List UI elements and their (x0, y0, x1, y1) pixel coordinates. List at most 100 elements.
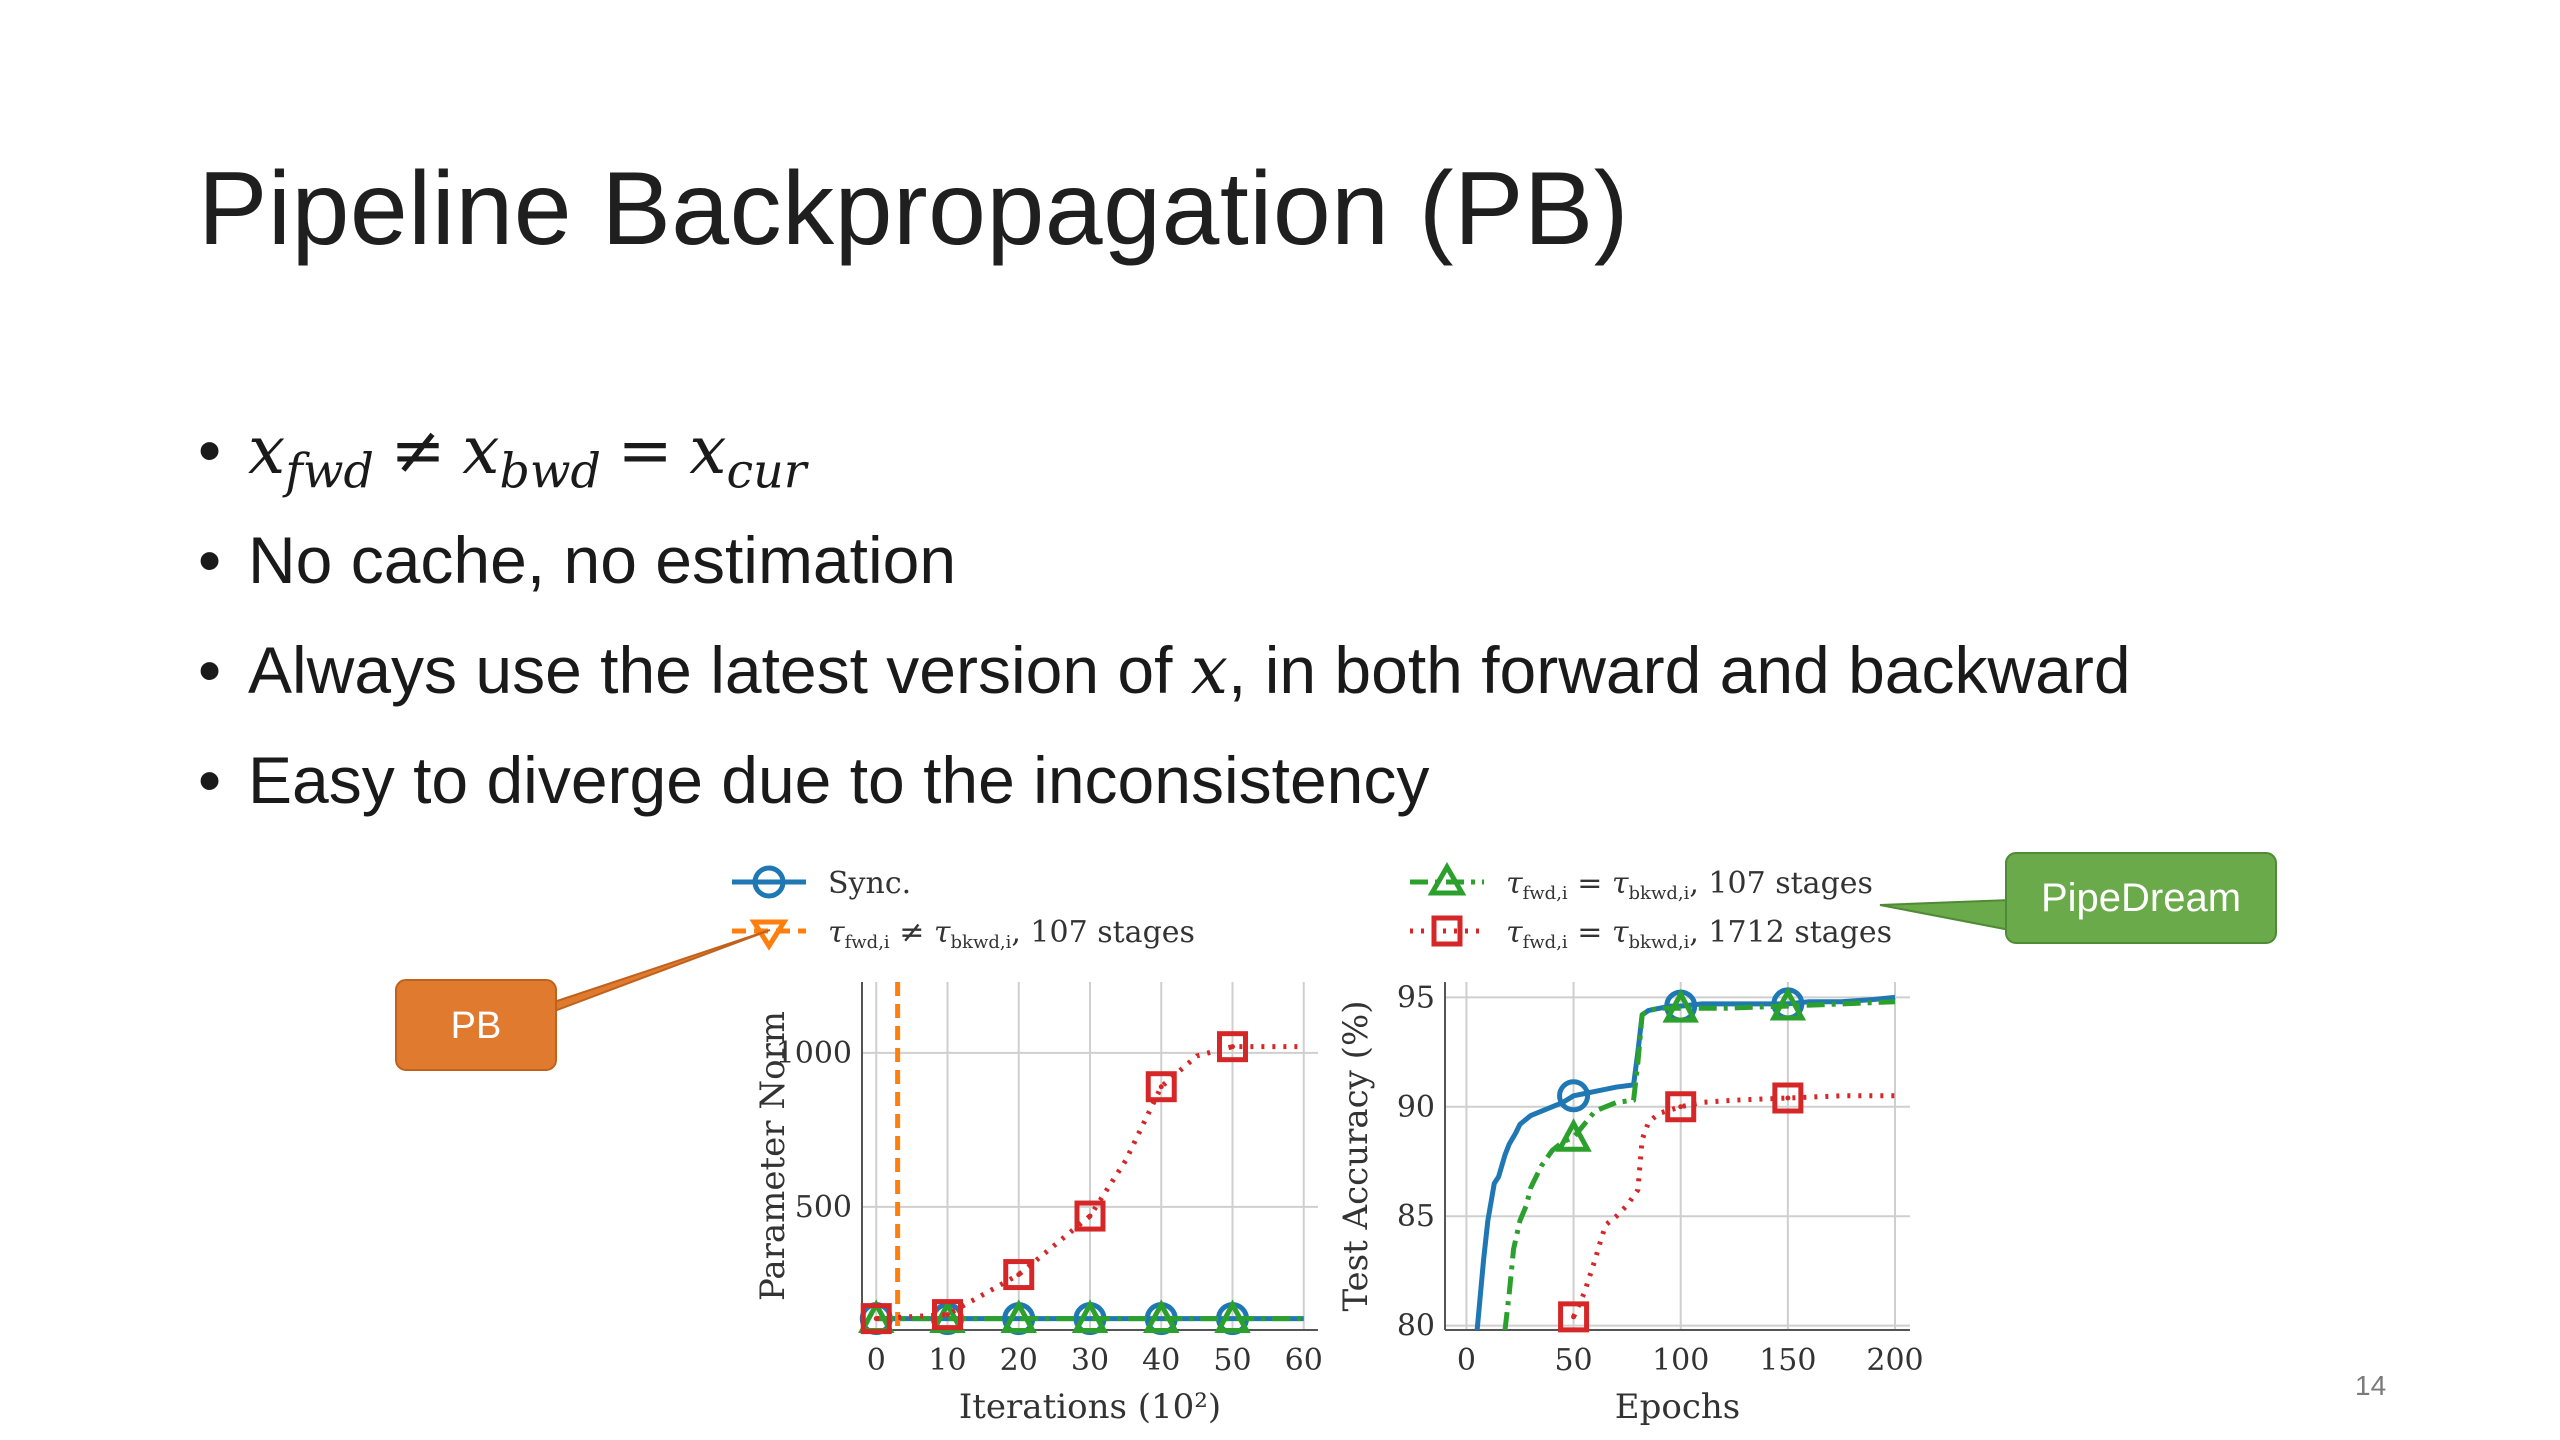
callout-pipedream-label: PipeDream (2041, 876, 2241, 920)
x-tick-label: 60 (1285, 1343, 1323, 1378)
bullet-diverge: • Easy to diverge due to the inconsisten… (198, 725, 2131, 835)
point-marker (1772, 1082, 1804, 1114)
point-marker (1216, 1302, 1249, 1336)
legend-right: τfwd,i = τbkwd,i, 107 stages τfwd,i = τb… (1410, 861, 1892, 953)
x-tick-label: 0 (1457, 1343, 1476, 1378)
bullet-equation: • xfwd ≠ xbwd = xcur (198, 395, 2131, 505)
eq-var-x2: x (462, 412, 500, 489)
x-tick-label: 200 (1866, 1343, 1923, 1378)
x-axis-label: Epochs (1615, 1387, 1740, 1427)
eq-eq: = (617, 412, 673, 489)
series-line (1571, 1093, 1895, 1318)
point-marker (1664, 989, 1698, 1023)
bullet-math-var: x (1190, 632, 1229, 709)
x-tick-label: 0 (867, 1343, 886, 1378)
point-marker (1771, 987, 1805, 1021)
y-tick-label: 80 (1397, 1309, 1435, 1344)
x-tick-label: 40 (1142, 1343, 1180, 1378)
bullet-dot: • (198, 523, 222, 597)
point-marker (1769, 986, 1807, 1021)
slide-title: Pipeline Backpropagation (PB) (198, 151, 1629, 267)
eq-var-x3: x (689, 412, 727, 489)
callout-pb: PB (395, 929, 771, 1071)
point-marker (1003, 1259, 1035, 1291)
bullet-list: • xfwd ≠ xbwd = xcur • No cache, no estimati… (198, 395, 2131, 835)
bullet-text-before: Always use the latest version of (248, 633, 1191, 707)
point-marker (1555, 1118, 1592, 1152)
callout-pb-label: PB (451, 1005, 502, 1047)
chart-test-accuracy: 0 50 100 150 200 80 85 90 95 Epochs Test Accuracy … (1336, 980, 1924, 1427)
point-marker (1000, 1299, 1037, 1334)
chart-parameter-norm: 0 10 20 30 40 50 60 500 1000 Iterations (10²) Para… (753, 982, 1323, 1427)
y-tick-label: 85 (1397, 1199, 1435, 1234)
x-tick-label: 10 (928, 1343, 966, 1378)
point-marker (860, 1303, 892, 1335)
point-marker-center (873, 1316, 879, 1322)
point-marker (929, 1299, 966, 1334)
eq-neq: ≠ (390, 412, 446, 489)
point-marker (931, 1302, 964, 1336)
x-tick-label: 20 (1000, 1343, 1038, 1378)
y-axis-label: Test Accuracy (%) (1336, 1000, 1376, 1311)
series-line (876, 1044, 1304, 1322)
eq-sub-bwd: bwd (499, 444, 601, 500)
point-marker (1557, 1079, 1591, 1113)
y-tick-label: 1000 (776, 1036, 852, 1071)
legend-label-pipedream-107: τfwd,i = τbkwd,i, 107 stages (1506, 866, 1873, 904)
point-marker (1214, 1299, 1251, 1334)
point-marker-center (1678, 1104, 1684, 1110)
point-marker (1145, 1071, 1177, 1103)
series-0 (859, 1302, 1304, 1336)
point-marker-center (1087, 1213, 1093, 1219)
series-line (1502, 999, 1896, 1331)
bullet-text-after: , in both forward and backward (1228, 633, 2131, 707)
bullet-text: Easy to diverge due to the inconsistency (248, 743, 1430, 817)
series-3 (860, 1031, 1304, 1335)
x-tick-label: 100 (1652, 1343, 1709, 1378)
bullet-dot: • (198, 743, 222, 817)
series-1 (1502, 986, 1896, 1331)
point-marker (1002, 1302, 1036, 1336)
point-marker (1665, 1091, 1697, 1123)
eq-var-x1: x (248, 412, 286, 489)
legend-entry-pipedream-1712: τfwd,i = τbkwd,i, 1712 stages (1410, 915, 1892, 953)
eq-sub-fwd: fwd (285, 444, 374, 500)
series-2 (1558, 1082, 1895, 1333)
bullet-text: No cache, no estimation (248, 523, 957, 597)
legend-left: Sync. τfwd,i ≠ τbkwd,i, 107 stages (732, 865, 1195, 953)
legend-label-pb: τfwd,i ≠ τbkwd,i, 107 stages (828, 915, 1195, 953)
series-0 (1474, 987, 1896, 1331)
x-tick-label: 30 (1071, 1343, 1109, 1378)
page-number: 14 (2355, 1370, 2387, 1401)
point-marker (1073, 1302, 1107, 1336)
y-tick-label: 95 (1397, 980, 1435, 1015)
point-marker (1558, 1301, 1590, 1333)
point-marker-center (1158, 1084, 1164, 1090)
bullet-no-cache: • No cache, no estimation (198, 505, 2131, 615)
point-marker-center (1571, 1314, 1577, 1320)
y-tick-label: 90 (1397, 1090, 1435, 1125)
x-tick-label: 50 (1213, 1343, 1251, 1378)
point-marker-center (1016, 1272, 1022, 1278)
point-marker (1074, 1200, 1106, 1232)
point-marker (932, 1299, 963, 1331)
point-marker-center (1230, 1044, 1235, 1050)
x-tick-label: 150 (1759, 1343, 1816, 1378)
series-2 (858, 1299, 1304, 1334)
x-tick-label: 50 (1554, 1343, 1592, 1378)
legend-label-sync: Sync. (828, 866, 911, 901)
legend-entry-pb: τfwd,i ≠ τbkwd,i, 107 stages (732, 915, 1195, 953)
point-marker (1144, 1302, 1178, 1336)
y-tick-label: 500 (795, 1190, 852, 1225)
point-marker (1662, 989, 1699, 1023)
point-marker (1071, 1299, 1109, 1334)
point-marker-center (1785, 1095, 1791, 1101)
eq-sub-cur: cur (726, 444, 807, 500)
point-marker (1217, 1031, 1248, 1063)
legend-label-pipedream-1712: τfwd,i = τbkwd,i, 1712 stages (1506, 915, 1892, 953)
callout-pipedream: PipeDream (1879, 852, 2277, 944)
legend-entry-pipedream-107: τfwd,i = τbkwd,i, 107 stages (1410, 861, 1873, 904)
series-line (1474, 994, 1896, 1331)
bullet-latest-version: • Always use the latest version of x, in… (198, 615, 2131, 725)
equation: xfwd ≠ xbwd = xcur (248, 412, 806, 499)
